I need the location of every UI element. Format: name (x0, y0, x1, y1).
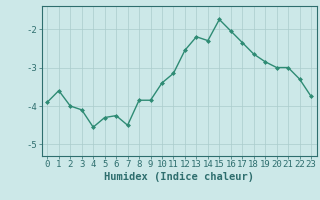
X-axis label: Humidex (Indice chaleur): Humidex (Indice chaleur) (104, 172, 254, 182)
